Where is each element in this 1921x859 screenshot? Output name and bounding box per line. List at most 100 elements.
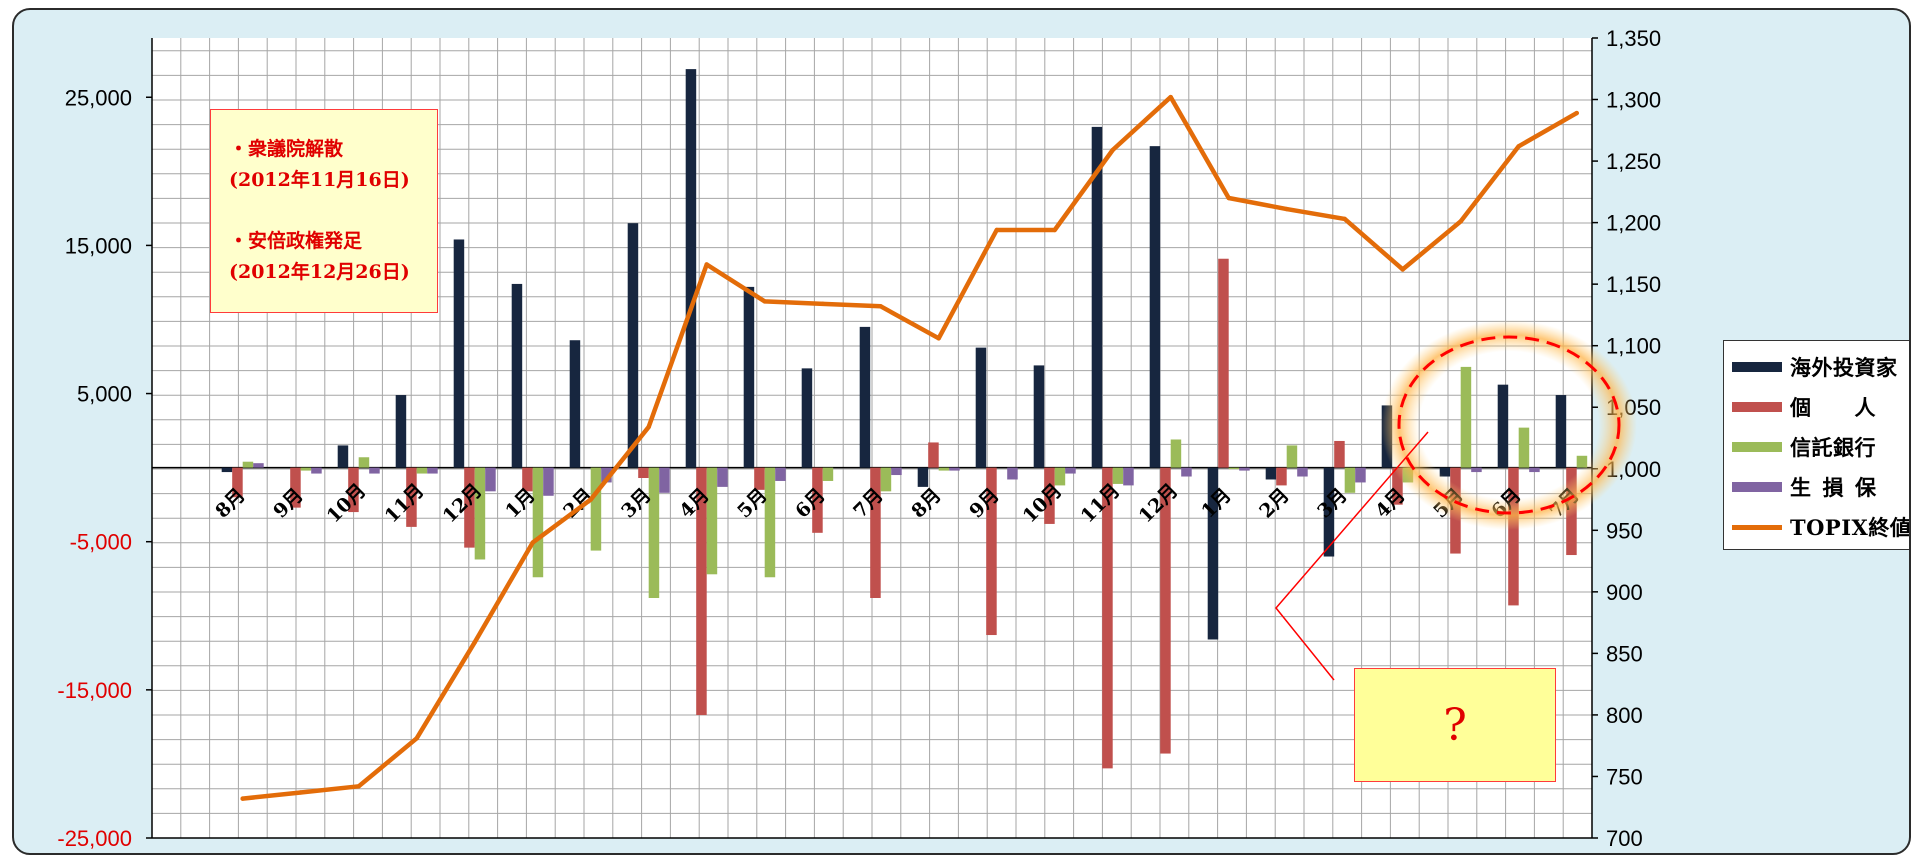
bar-foreign-investors: [337, 445, 349, 468]
bar-individuals: [1508, 467, 1519, 606]
legend-label: 海外投資家: [1790, 355, 1898, 380]
left-axis-tick-label: 25,000: [65, 85, 132, 110]
bar-individuals: [464, 467, 475, 548]
legend-swatch: [1732, 362, 1782, 372]
bar-insurers: [1297, 467, 1308, 477]
right-axis-tick-label: 1,200: [1606, 211, 1661, 236]
legend-swatch: [1732, 402, 1782, 412]
bar-insurers: [1239, 467, 1250, 471]
bar-insurers: [1065, 467, 1076, 474]
chart: 25,000 15,000 5,000 -5,000 -15,000 -25,000 1,3…: [57, 26, 1661, 851]
bar-foreign-investors: [685, 69, 697, 468]
bar-insurers: [485, 467, 496, 492]
bar-foreign-investors: [1149, 146, 1161, 468]
legend-swatch-line: [1732, 524, 1782, 530]
bar-insurers: [891, 467, 902, 476]
right-axis-tick-label: 1,300: [1606, 88, 1661, 113]
topix-point: [1342, 216, 1347, 222]
bar-foreign-investors: [511, 283, 523, 468]
bar-foreign-investors: [1033, 365, 1045, 468]
bar-foreign-investors: [917, 467, 929, 487]
bar-individuals: [928, 442, 939, 468]
bar-insurers: [1007, 467, 1018, 480]
bar-individuals: [1392, 467, 1403, 505]
bar-insurers: [543, 467, 554, 496]
bar-individuals: [1102, 467, 1113, 769]
bar-trust-banks: [474, 467, 486, 560]
bar-individuals: [1160, 467, 1171, 754]
bar-individuals: [1334, 440, 1345, 468]
bar-trust-banks: [590, 467, 602, 551]
topix-point: [1052, 227, 1057, 233]
bar-insurers: [253, 463, 264, 468]
legend-swatch: [1732, 442, 1782, 452]
bar-insurers: [775, 467, 786, 481]
bar-foreign-investors: [221, 467, 233, 473]
bar-insurers: [1123, 467, 1134, 486]
left-axis-tick-label: -25,000: [57, 826, 132, 851]
bar-trust-banks: [1054, 467, 1066, 486]
bar-individuals: [870, 467, 881, 598]
bar-trust-banks: [300, 467, 312, 471]
right-axis-tick-label: 750: [1606, 764, 1643, 789]
topix-point: [530, 540, 535, 545]
left-axis-tick-label: 5,000: [77, 382, 132, 407]
bar-foreign-investors: [569, 340, 581, 468]
highlight-glow: [1381, 320, 1637, 530]
bar-insurers: [311, 467, 322, 474]
bar-insurers: [601, 467, 612, 483]
bar-insurers: [369, 467, 380, 474]
topix-point: [1110, 147, 1115, 153]
question-callout-box: ?: [1354, 668, 1556, 782]
right-axis-tick-label: 900: [1606, 580, 1643, 605]
bar-insurers: [1181, 467, 1192, 477]
topix-point: [936, 336, 941, 341]
bar-insurers: [659, 467, 670, 493]
legend-label: 個 人: [1790, 395, 1876, 420]
annotation-line-abe-date: (2012年12月26日): [229, 261, 410, 283]
topix-point: [1226, 195, 1231, 201]
bar-individuals: [406, 467, 417, 527]
legend: 海外投資家 個 人 信託銀行 生 損 保 TOPIX終値: [1723, 340, 1909, 550]
legend-label: 生 損 保: [1790, 475, 1877, 500]
bar-foreign-investors: [1207, 467, 1219, 640]
topix-point: [762, 299, 767, 304]
bar-foreign-investors: [1091, 126, 1103, 468]
bar-foreign-investors: [453, 239, 465, 468]
right-axis-tick-label: 1,150: [1606, 272, 1661, 297]
bar-foreign-investors: [1265, 467, 1277, 480]
bar-trust-banks: [1112, 467, 1124, 484]
right-axis-tick-label: 950: [1606, 518, 1643, 543]
bar-individuals: [348, 467, 359, 513]
bar-trust-banks: [1170, 439, 1182, 468]
bar-individuals: [696, 467, 707, 716]
right-axis-tick-label: 850: [1606, 641, 1643, 666]
bar-insurers: [717, 467, 728, 487]
topix-point: [704, 262, 709, 267]
topix-point: [356, 784, 361, 789]
topix-line: [240, 94, 1579, 801]
bar-foreign-investors: [627, 223, 639, 468]
bar-trust-banks: [1344, 467, 1356, 493]
topix-point: [588, 497, 593, 502]
legend-item-foreign-investors: 海外投資家: [1732, 347, 1909, 387]
bar-trust-banks: [416, 467, 428, 474]
bar-individuals: [638, 467, 649, 478]
left-axis-tick-label: 15,000: [65, 233, 132, 258]
legend-item-individuals: 個 人: [1732, 387, 1909, 427]
bar-foreign-investors: [859, 326, 871, 468]
topix-point: [1284, 206, 1289, 212]
topix-point: [298, 790, 303, 795]
bar-individuals: [754, 467, 765, 490]
topix-point: [472, 640, 477, 645]
legend-item-trust-banks: 信託銀行: [1732, 427, 1909, 467]
bar-individuals: [1218, 258, 1229, 468]
chart-frame: 25,000 15,000 5,000 -5,000 -15,000 -25,000 1,3…: [12, 8, 1911, 855]
bar-individuals: [290, 467, 301, 508]
topix-point: [994, 227, 999, 233]
bar-trust-banks: [242, 461, 254, 468]
bar-individuals: [522, 467, 533, 492]
topix-point: [646, 424, 651, 430]
topix-point: [1458, 219, 1463, 224]
bar-foreign-investors: [743, 286, 755, 468]
